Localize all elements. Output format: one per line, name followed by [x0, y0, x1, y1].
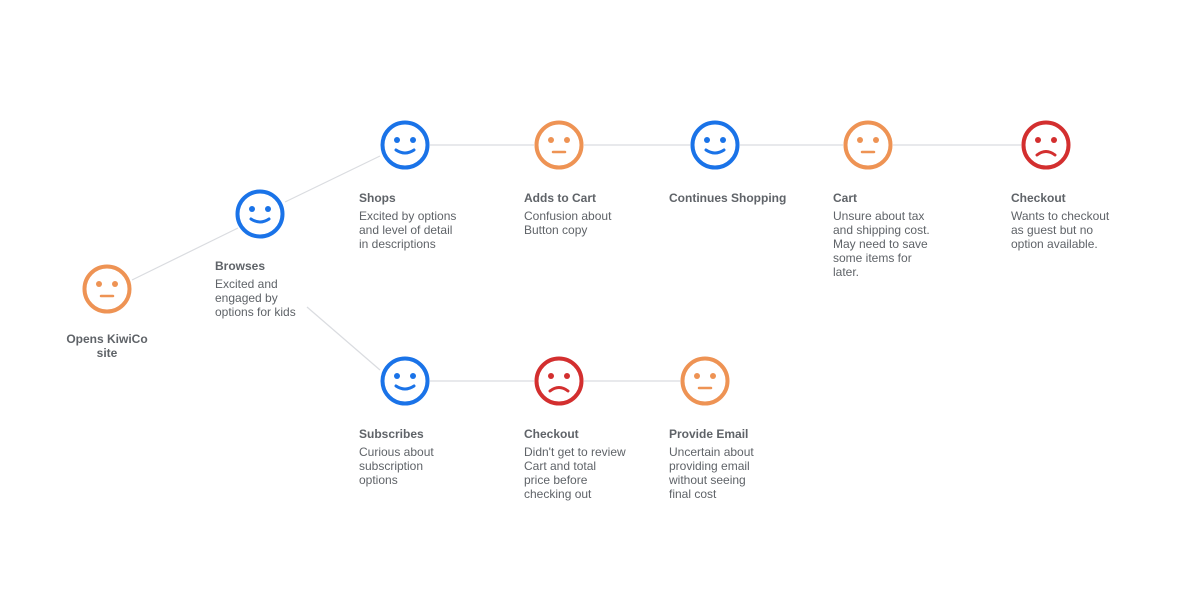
face-sad-icon [534, 356, 584, 406]
face-neutral-icon [680, 356, 730, 406]
step-title: Opens KiwiCo site [66, 332, 148, 360]
step-checkout-bottom: Checkout Didn't get to review Cart and to… [524, 427, 654, 501]
face-neutral-icon [843, 120, 893, 170]
face-sad-icon [1021, 120, 1071, 170]
step-title: Shops [359, 191, 396, 205]
connector-browses-subscribes [306, 306, 381, 371]
face-happy-icon [690, 120, 740, 170]
step-adds-to-cart: Adds to Cart Confusion about Button copy [524, 191, 644, 237]
step-description: Didn't get to review Cart and total price … [524, 445, 626, 501]
step-subscribes: Subscribes Curious about subscription opti… [359, 427, 479, 487]
face-happy-icon [380, 120, 430, 170]
step-title: Subscribes [359, 427, 424, 441]
step-title: Checkout [1011, 191, 1066, 205]
step-title: Adds to Cart [524, 191, 596, 205]
face-happy-icon [235, 189, 285, 239]
step-checkout-top: Checkout Wants to checkout as guest but n… [1011, 191, 1131, 251]
step-continues-shopping: Continues Shopping [669, 191, 799, 205]
step-opens-kiwico: Opens KiwiCo site [57, 332, 157, 360]
step-description: Unsure about tax and shipping cost. May ne… [833, 209, 930, 279]
step-browses: Browses Excited and engaged by options for… [215, 259, 325, 319]
face-neutral-icon [82, 264, 132, 314]
step-title: Checkout [524, 427, 579, 441]
step-description: Confusion about Button copy [524, 209, 612, 237]
step-provide-email: Provide Email Uncertain about providing e… [669, 427, 789, 501]
step-description: Uncertain about providing email without se… [669, 445, 754, 501]
step-title: Provide Email [669, 427, 749, 441]
connector-browses-shops [284, 155, 381, 203]
face-neutral-icon [534, 120, 584, 170]
face-happy-icon [380, 356, 430, 406]
step-description: Excited and engaged by options for kids [215, 277, 296, 319]
step-title: Continues Shopping [669, 191, 787, 205]
step-shops: Shops Excited by options and level of det… [359, 191, 479, 251]
step-description: Excited by options and level of detail in … [359, 209, 457, 251]
step-title: Browses [215, 259, 266, 273]
step-description: Wants to checkout as guest but no option a… [1011, 209, 1110, 251]
step-cart: Cart Unsure about tax and shipping cost. M… [833, 191, 953, 279]
step-description: Curious about subscription options [359, 445, 434, 487]
connector-opens-browses [131, 227, 239, 281]
step-title: Cart [833, 191, 858, 205]
